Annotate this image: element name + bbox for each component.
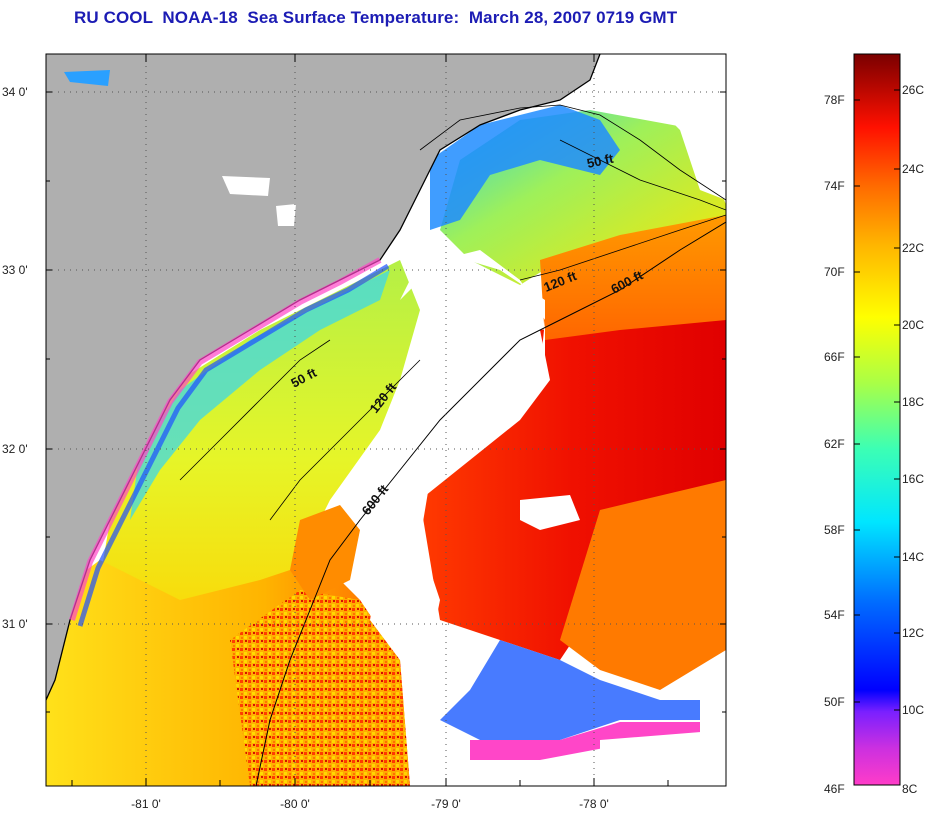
- lon-label-78: -78 0': [579, 797, 609, 811]
- cb-c-label-18: 18C: [902, 395, 924, 409]
- sst-warm-patch-mid: [290, 505, 360, 600]
- nearshore-magenta-band: [69, 257, 382, 621]
- cloud-patch-east: [520, 495, 580, 530]
- cb-c-label-16: 16C: [902, 472, 924, 486]
- inland-patch-1: [64, 70, 110, 86]
- cloud-patch-shelf: [370, 250, 545, 660]
- colorbar: [853, 53, 901, 786]
- lon-label-81: -81 0': [131, 797, 161, 811]
- lon-label-79: -79 0': [431, 797, 461, 811]
- cloud-patch-northeast: [640, 60, 726, 200]
- sst-shelf-mid: [100, 260, 420, 660]
- cb-f-label-74: 74F: [824, 179, 845, 193]
- nearshore-blue-band: [77, 263, 390, 627]
- sst-gulf-stream: [420, 300, 726, 660]
- cb-c-label-24: 24C: [902, 162, 924, 176]
- cloud-patch-southeast: [600, 730, 726, 786]
- sst-east-warm: [540, 215, 726, 340]
- cb-c-label-26: 26C: [902, 83, 924, 97]
- sst-south-speckle: [230, 590, 410, 786]
- cb-f-label-66: 66F: [824, 350, 845, 364]
- contour-50ft: [179, 139, 726, 481]
- graticule: [46, 54, 726, 786]
- cb-c-label-14: 14C: [902, 550, 924, 564]
- contour-600ft: [255, 221, 726, 786]
- lat-label-32: 32 0': [2, 442, 28, 456]
- contour-shelf-outline: [419, 104, 726, 201]
- cb-c-label-10: 10C: [902, 703, 924, 717]
- cb-f-label-46: 46F: [824, 782, 845, 796]
- cb-c-label-12: 12C: [902, 626, 924, 640]
- cb-c-label-8: 8C: [902, 782, 918, 796]
- lon-label-80: -80 0': [280, 797, 310, 811]
- map-frame: [45, 53, 727, 787]
- land-mass: [46, 54, 600, 700]
- lat-label-33: 33 0': [2, 263, 28, 277]
- colorbar-ticks: [854, 89, 900, 711]
- sst-magenta-edge: [470, 722, 700, 760]
- sst-southeast-warm: [560, 480, 726, 690]
- cb-f-label-70: 70F: [824, 265, 845, 279]
- cb-c-label-20: 20C: [902, 318, 924, 332]
- contour-label-50ft-north: 50 ft: [586, 151, 616, 171]
- sst-gulf-edge-cool: [440, 640, 700, 740]
- sst-cool-nearshore: [130, 270, 390, 520]
- axis-ticks: [46, 54, 726, 786]
- cb-f-label-50: 50F: [824, 695, 845, 709]
- contour-120ft: [269, 214, 726, 521]
- cb-f-label-58: 58F: [824, 523, 845, 537]
- lat-label-31: 31 0': [2, 617, 28, 631]
- cb-f-label-54: 54F: [824, 608, 845, 622]
- inland-patch-2: [222, 176, 270, 196]
- lat-label-34: 34 0': [2, 85, 28, 99]
- cb-c-label-22: 22C: [902, 241, 924, 255]
- sst-cool-band-north: [430, 105, 620, 230]
- cb-f-label-78: 78F: [824, 93, 845, 107]
- map-title: RU COOL NOAA-18 Sea Surface Temperature:…: [74, 8, 678, 27]
- cb-f-label-62: 62F: [824, 437, 845, 451]
- inland-patch-3: [276, 204, 296, 226]
